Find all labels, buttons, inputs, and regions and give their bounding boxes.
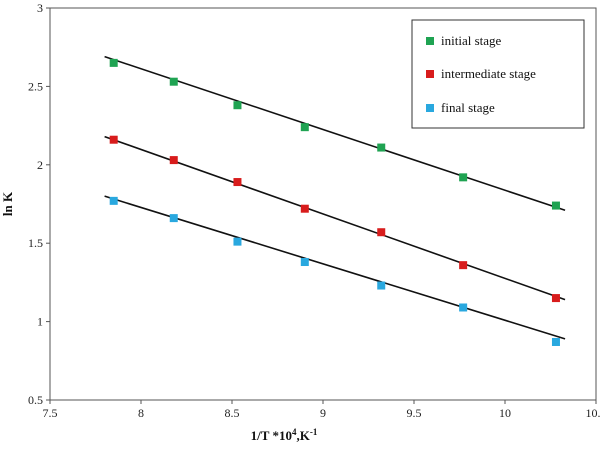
y-tick-label: 2 [37, 158, 43, 172]
x-tick-label: 7.5 [43, 406, 58, 420]
legend-marker-intermediate [426, 70, 434, 78]
x-tick-label: 10 [499, 406, 511, 420]
data-point-intermediate-stage [169, 156, 178, 165]
legend: initial stage intermediate stage final s… [411, 19, 585, 129]
data-point-initial-stage [233, 101, 242, 110]
data-point-initial-stage [169, 77, 178, 86]
legend-label-intermediate: intermediate stage [441, 66, 536, 81]
legend-marker-final [426, 104, 434, 112]
x-axis-title-sup1: 4 [292, 427, 297, 437]
trendline-intermediate-stage [104, 135, 566, 301]
legend-box [411, 19, 585, 129]
y-axis-title: ln K [0, 191, 15, 216]
x-tick-label: 9.5 [407, 406, 422, 420]
data-point-final-stage [169, 214, 178, 223]
data-point-intermediate-stage [551, 294, 560, 303]
data-point-final-stage [300, 258, 309, 267]
data-point-initial-stage [551, 201, 560, 210]
data-point-initial-stage [300, 123, 309, 132]
data-point-intermediate-stage [459, 261, 468, 270]
y-tick-label: 0.5 [28, 393, 43, 407]
x-tick-label: 8.5 [225, 406, 240, 420]
data-point-initial-stage [109, 58, 118, 67]
legend-label-final: final stage [441, 100, 495, 115]
data-point-final-stage [377, 281, 386, 290]
trendlines [104, 55, 566, 340]
trendline-initial-stage [104, 55, 566, 212]
markers [109, 58, 560, 346]
x-axis-title: 1/T *104,K-1 [251, 427, 318, 443]
y-tick-label: 1.5 [28, 236, 43, 250]
legend-marker-initial [426, 37, 434, 45]
x-axis-title-main: 1/T *10 [251, 428, 292, 443]
data-point-final-stage [459, 303, 468, 312]
data-point-initial-stage [377, 143, 386, 152]
data-point-intermediate-stage [109, 135, 118, 144]
x-tick-label: 8 [138, 406, 144, 420]
ticks: 7.5 8 8.5 9 9.5 10 10.5 0.5 1 1.5 2 2.5 3 [28, 1, 600, 420]
data-point-final-stage [109, 196, 118, 205]
data-point-final-stage [551, 337, 560, 346]
x-tick-label: 9 [320, 406, 326, 420]
x-axis-title-sup2: -1 [310, 427, 318, 437]
trendline-final-stage [104, 195, 566, 340]
data-point-intermediate-stage [377, 228, 386, 237]
y-tick-label: 3 [37, 1, 43, 15]
y-tick-label: 1 [37, 315, 43, 329]
data-point-intermediate-stage [300, 204, 309, 213]
x-tick-label: 10.5 [586, 406, 600, 420]
legend-label-initial: initial stage [441, 33, 502, 48]
data-point-intermediate-stage [233, 178, 242, 187]
x-axis-title-rest: ,K [296, 428, 310, 443]
y-tick-label: 2.5 [28, 79, 43, 93]
data-point-final-stage [233, 237, 242, 246]
data-point-initial-stage [459, 173, 468, 182]
